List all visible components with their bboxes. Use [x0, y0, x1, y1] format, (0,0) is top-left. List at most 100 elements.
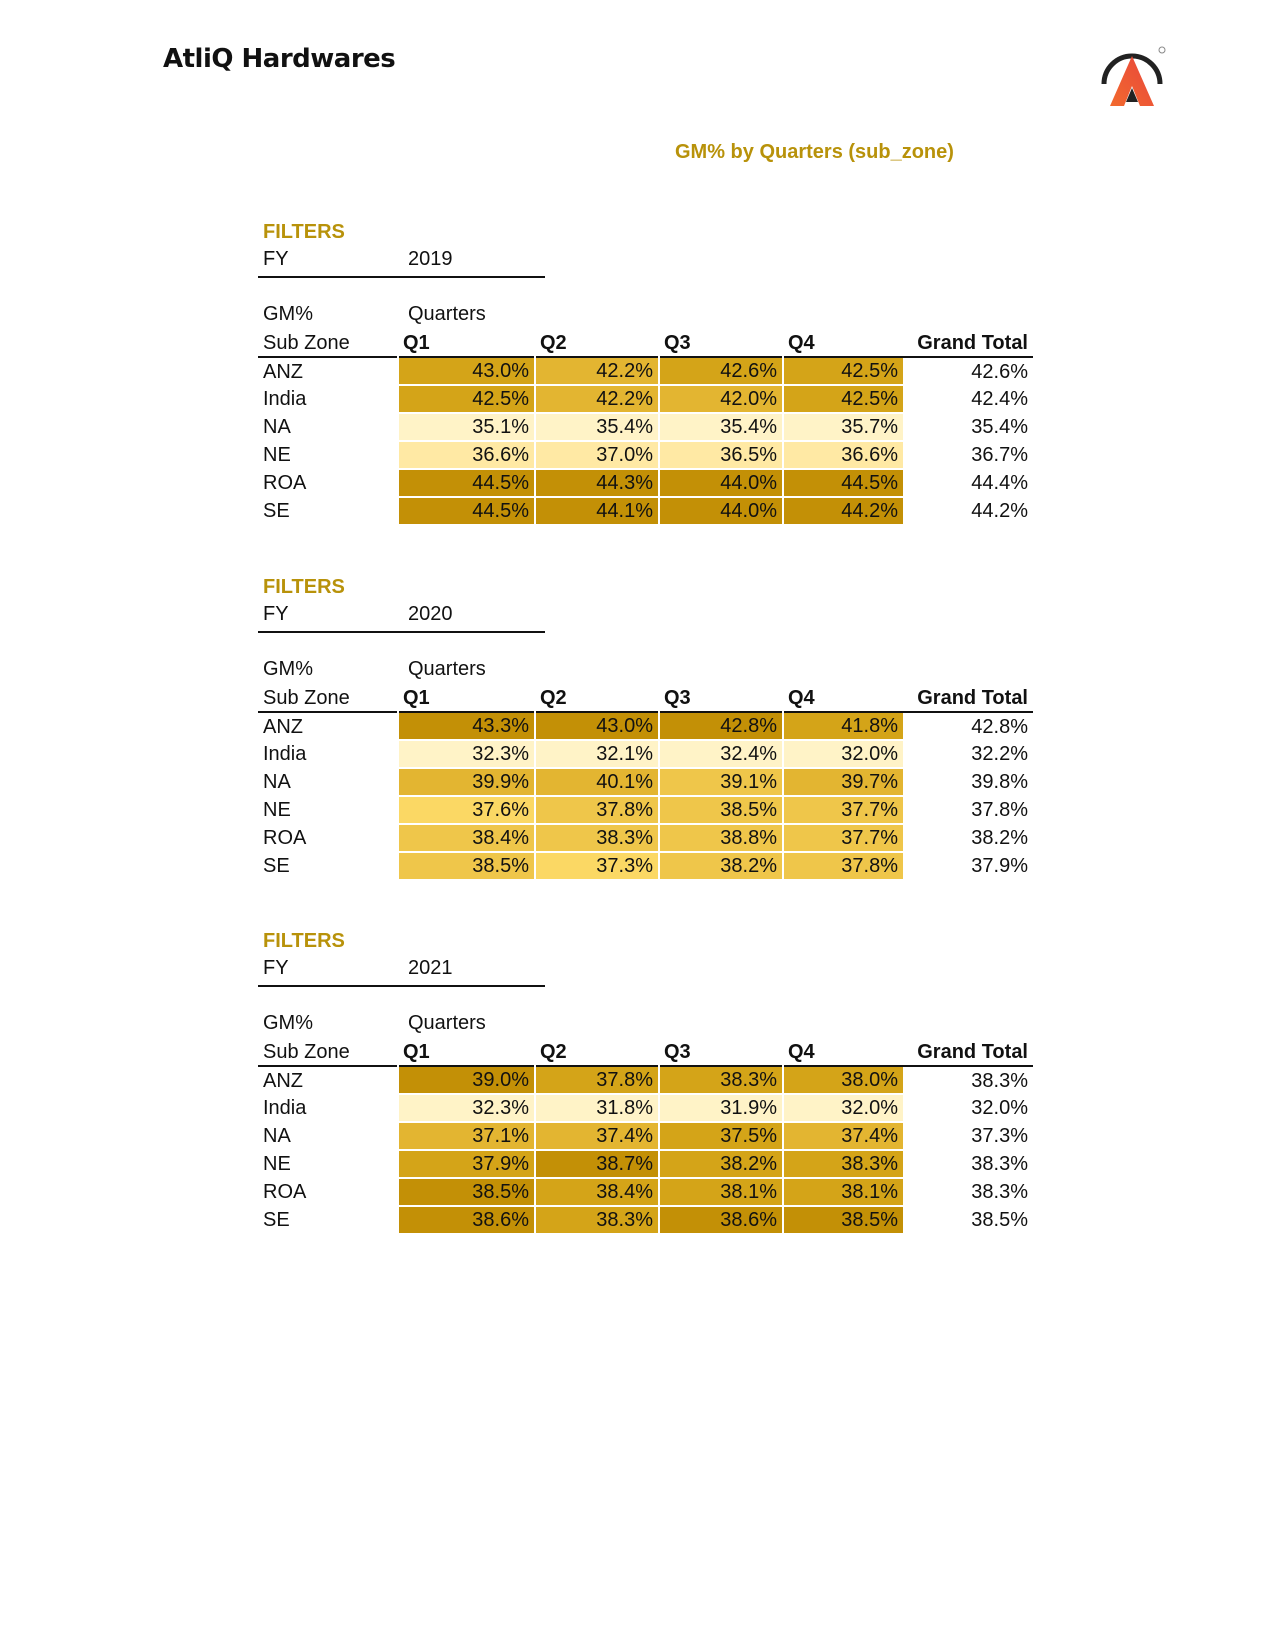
- value-cell: 38.8%: [658, 824, 783, 853]
- row-label[interactable]: ROA: [263, 1181, 307, 1203]
- row-header: Sub Zone: [263, 332, 350, 354]
- grand-total-cell: 38.5%: [971, 1209, 1028, 1231]
- filter-value[interactable]: 2020: [408, 603, 453, 625]
- measure-label: GM%: [263, 1012, 313, 1034]
- row-label[interactable]: SE: [263, 855, 290, 877]
- value-cell: 32.4%: [658, 740, 783, 769]
- value-cell: 42.5%: [782, 357, 903, 386]
- value-cell: 41.8%: [782, 712, 903, 741]
- table-row: ANZ 39.0% 37.8% 38.3% 38.0% 38.3%: [258, 1066, 1033, 1095]
- grand-total-cell: 38.2%: [971, 827, 1028, 849]
- filter-value[interactable]: 2021: [408, 957, 453, 979]
- table-row: India 42.5% 42.2% 42.0% 42.5% 42.4%: [258, 385, 1033, 414]
- value-cell: 38.5%: [397, 1178, 535, 1207]
- fy-section: FILTERS FY 2020 GM% Quarters Sub Zone Q1 Q2 Q3 Q4…: [258, 576, 1053, 881]
- grand-total-cell: 42.4%: [971, 388, 1028, 410]
- value-cell: 31.9%: [658, 1094, 783, 1123]
- table-row: NE 37.6% 37.8% 38.5% 37.7% 37.8%: [258, 796, 1033, 825]
- grand-total-cell: 32.2%: [971, 743, 1028, 765]
- grand-total-header[interactable]: Grand Total: [917, 687, 1028, 709]
- value-cell: 37.7%: [782, 824, 903, 853]
- value-cell: 38.2%: [658, 852, 783, 881]
- filter-name: FY: [263, 603, 289, 625]
- fy-section: FILTERS FY 2019 GM% Quarters Sub Zone Q1 Q2 Q3 Q4…: [258, 221, 1053, 526]
- value-cell: 44.5%: [397, 497, 535, 526]
- grand-total-cell: 32.0%: [971, 1097, 1028, 1119]
- value-cell: 37.6%: [397, 796, 535, 825]
- column-header-q2[interactable]: Q2: [540, 332, 567, 354]
- value-cell: 39.7%: [782, 768, 903, 797]
- value-cell: 37.5%: [658, 1122, 783, 1151]
- row-label[interactable]: NE: [263, 444, 291, 466]
- row-label[interactable]: NA: [263, 771, 291, 793]
- value-cell: 43.3%: [397, 712, 535, 741]
- table-row: ANZ 43.3% 43.0% 42.8% 41.8% 42.8%: [258, 712, 1033, 741]
- value-cell: 38.5%: [782, 1206, 903, 1235]
- column-header-q3[interactable]: Q3: [664, 687, 691, 709]
- value-cell: 44.1%: [534, 497, 659, 526]
- column-header-q1[interactable]: Q1: [403, 332, 430, 354]
- column-header-q2[interactable]: Q2: [540, 1041, 567, 1063]
- table-row: India 32.3% 32.1% 32.4% 32.0% 32.2%: [258, 740, 1033, 769]
- gm-pivot-table: Sub Zone Q1 Q2 Q3 Q4 Grand Total ANZ 43.3% 43.0%…: [258, 685, 1033, 881]
- value-cell: 32.3%: [397, 740, 535, 769]
- row-label[interactable]: NA: [263, 416, 291, 438]
- row-label[interactable]: SE: [263, 1209, 290, 1231]
- row-label[interactable]: NE: [263, 1153, 291, 1175]
- value-cell: 42.5%: [782, 385, 903, 414]
- table-header-row: Sub Zone Q1 Q2 Q3 Q4 Grand Total: [258, 330, 1033, 357]
- grand-total-cell: 35.4%: [971, 416, 1028, 438]
- row-label[interactable]: NA: [263, 1125, 291, 1147]
- filters-label: FILTERS: [263, 576, 345, 598]
- grand-total-header[interactable]: Grand Total: [917, 1041, 1028, 1063]
- column-header-q2[interactable]: Q2: [540, 687, 567, 709]
- value-cell: 37.9%: [397, 1150, 535, 1179]
- filter-value[interactable]: 2019: [408, 248, 453, 270]
- row-label[interactable]: India: [263, 1097, 307, 1119]
- value-cell: 42.0%: [658, 385, 783, 414]
- value-cell: 38.6%: [397, 1206, 535, 1235]
- value-cell: 37.1%: [397, 1122, 535, 1151]
- row-label[interactable]: ANZ: [263, 360, 303, 383]
- table-row: NE 37.9% 38.7% 38.2% 38.3% 38.3%: [258, 1150, 1033, 1179]
- grand-total-cell: 44.2%: [971, 500, 1028, 522]
- value-cell: 36.6%: [782, 441, 903, 470]
- row-label[interactable]: ROA: [263, 827, 307, 849]
- value-cell: 35.4%: [534, 413, 659, 442]
- value-cell: 35.4%: [658, 413, 783, 442]
- row-label[interactable]: ANZ: [263, 1069, 303, 1092]
- value-cell: 42.5%: [397, 385, 535, 414]
- fy-filter-row[interactable]: FY 2020: [258, 603, 545, 633]
- grand-total-header[interactable]: Grand Total: [917, 332, 1028, 354]
- grand-total-cell: 36.7%: [971, 444, 1028, 466]
- value-cell: 42.6%: [658, 357, 783, 386]
- table-row: ANZ 43.0% 42.2% 42.6% 42.5% 42.6%: [258, 357, 1033, 386]
- column-header-q1[interactable]: Q1: [403, 687, 430, 709]
- column-header-q4[interactable]: Q4: [788, 687, 815, 709]
- column-header-q4[interactable]: Q4: [788, 332, 815, 354]
- value-cell: 38.6%: [658, 1206, 783, 1235]
- row-label[interactable]: ROA: [263, 472, 307, 494]
- filters-label: FILTERS: [263, 930, 345, 952]
- row-label[interactable]: ANZ: [263, 715, 303, 738]
- column-header-q3[interactable]: Q3: [664, 1041, 691, 1063]
- value-cell: 38.0%: [782, 1066, 903, 1095]
- fy-filter-row[interactable]: FY 2021: [258, 957, 545, 987]
- row-label[interactable]: NE: [263, 799, 291, 821]
- table-row: SE 44.5% 44.1% 44.0% 44.2% 44.2%: [258, 497, 1033, 526]
- row-label[interactable]: India: [263, 743, 307, 765]
- value-cell: 38.2%: [658, 1150, 783, 1179]
- row-label[interactable]: SE: [263, 500, 290, 522]
- fy-filter-row[interactable]: FY 2019: [258, 248, 545, 278]
- column-header-q4[interactable]: Q4: [788, 1041, 815, 1063]
- column-header-q3[interactable]: Q3: [664, 332, 691, 354]
- value-cell: 38.4%: [397, 824, 535, 853]
- value-cell: 42.8%: [658, 712, 783, 741]
- row-label[interactable]: India: [263, 388, 307, 410]
- value-cell: 44.5%: [397, 469, 535, 498]
- column-header-q1[interactable]: Q1: [403, 1041, 430, 1063]
- value-cell: 38.3%: [658, 1066, 783, 1095]
- table-row: NE 36.6% 37.0% 36.5% 36.6% 36.7%: [258, 441, 1033, 470]
- value-cell: 37.7%: [782, 796, 903, 825]
- table-row: ROA 44.5% 44.3% 44.0% 44.5% 44.4%: [258, 469, 1033, 498]
